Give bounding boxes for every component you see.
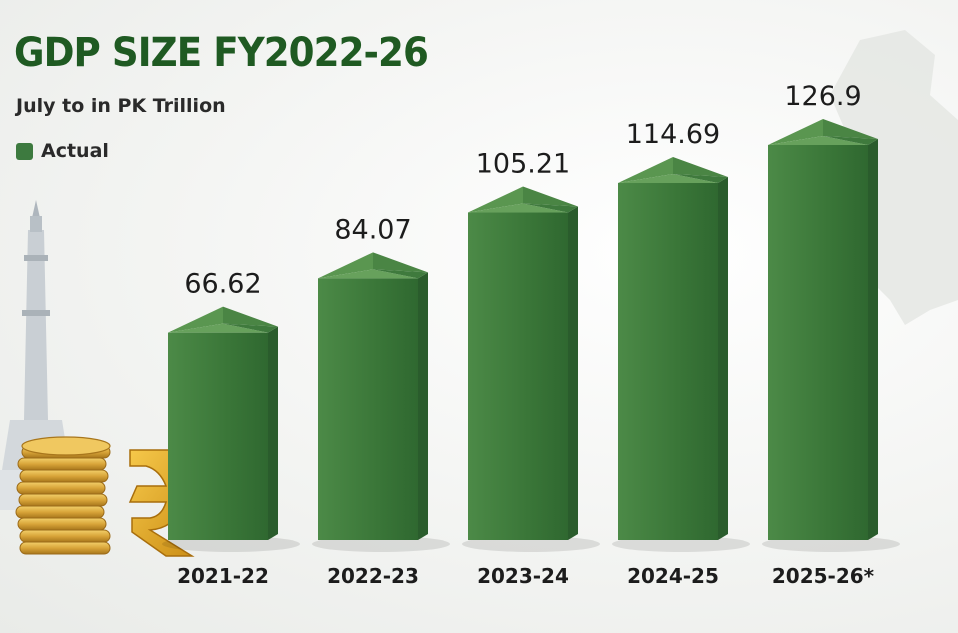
- bar-2024-25: [612, 157, 750, 552]
- coin: [18, 493, 108, 507]
- bar-top-front: [618, 174, 718, 184]
- bar-top-front: [318, 269, 418, 279]
- bar-top-left: [468, 186, 523, 213]
- bar-top-front: [768, 136, 868, 145]
- bar-top-side: [673, 174, 728, 184]
- bar-top-side: [373, 269, 428, 279]
- bar-front: [168, 332, 268, 540]
- chart-subtitle: July to in PK Trillion: [16, 95, 226, 117]
- bar-2025-26*: [762, 119, 900, 552]
- bar-top-left: [618, 157, 673, 184]
- coin-top: [21, 436, 111, 456]
- legend: Actual: [16, 140, 109, 162]
- bar-front: [318, 278, 418, 540]
- bar-top-right: [673, 157, 728, 178]
- value-label: 66.62: [184, 269, 261, 300]
- bar-top-left: [168, 306, 223, 333]
- coin: [17, 517, 107, 531]
- bar-top-front: [468, 203, 568, 213]
- value-labels: 66.62 84.07 105.21 114.69 126.9: [184, 81, 861, 300]
- coin: [19, 469, 109, 483]
- category-label: 2024-25: [627, 564, 719, 588]
- bar-side: [718, 177, 728, 540]
- coin: [19, 541, 111, 555]
- bars-group: [162, 119, 900, 552]
- bar-side: [418, 272, 428, 540]
- value-label: 126.9: [784, 81, 861, 112]
- bar-top-left: [768, 119, 823, 145]
- bar-side: [868, 139, 878, 540]
- bar-top-side: [223, 323, 278, 333]
- value-label: 105.21: [476, 149, 570, 180]
- bar-top-side: [523, 203, 578, 213]
- category-label: 2022-23: [327, 564, 419, 588]
- coin: [19, 529, 111, 543]
- bar-top-right: [523, 186, 578, 207]
- bar-top-side: [823, 136, 878, 145]
- coin: [16, 481, 106, 495]
- bar-2023-24: [462, 186, 600, 552]
- gold-coins-icon: [15, 436, 111, 555]
- coin: [17, 457, 107, 471]
- bar-2021-22: [162, 306, 300, 552]
- category-label: 2023-24: [477, 564, 569, 588]
- bar-side: [568, 206, 578, 540]
- category-label: 2021-22: [177, 564, 269, 588]
- legend-label: Actual: [41, 140, 109, 162]
- value-label: 84.07: [334, 214, 411, 245]
- bar-top-right: [223, 306, 278, 327]
- bar-top-right: [823, 119, 878, 139]
- bar-front: [618, 183, 718, 540]
- x-axis-labels: 2021-22 2022-23 2023-24 2024-25 2025-26*: [177, 564, 875, 588]
- bar-2022-23: [312, 252, 450, 552]
- bar-top-right: [373, 252, 428, 273]
- value-label: 114.69: [626, 119, 720, 150]
- chart-title: GDP SIZE FY2022-26: [14, 30, 429, 76]
- category-label: 2025-26*: [772, 564, 875, 588]
- coin: [15, 505, 105, 519]
- bar-front: [768, 145, 868, 540]
- bar-front: [468, 212, 568, 540]
- bar-top-front: [168, 323, 268, 333]
- bar-top-left: [318, 252, 373, 279]
- bar-side: [268, 326, 278, 540]
- legend-swatch: [16, 142, 33, 160]
